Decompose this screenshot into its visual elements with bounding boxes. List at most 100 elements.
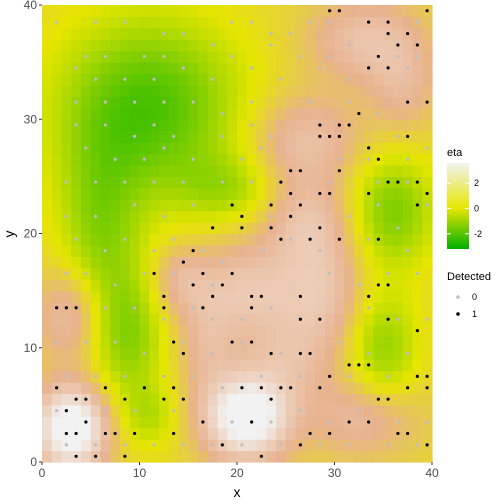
raster-cell bbox=[393, 16, 404, 29]
raster-cell bbox=[120, 267, 131, 280]
raster-cell bbox=[227, 302, 238, 315]
raster-cell bbox=[334, 427, 345, 440]
raster-cell bbox=[402, 50, 414, 63]
raster-cell bbox=[276, 279, 287, 292]
raster-cell bbox=[110, 187, 121, 200]
raster-cell bbox=[383, 347, 394, 360]
raster-cell bbox=[120, 382, 131, 395]
raster-cell bbox=[198, 427, 209, 440]
point-detected-1 bbox=[357, 363, 361, 367]
raster-cell bbox=[246, 153, 258, 166]
raster-cell bbox=[61, 450, 72, 463]
point-detected-0 bbox=[230, 20, 234, 24]
raster-cell bbox=[120, 27, 131, 40]
raster-cell bbox=[276, 324, 287, 337]
raster-cell bbox=[110, 370, 121, 383]
y-tick-label: 10 bbox=[24, 341, 38, 355]
raster-cell bbox=[139, 416, 150, 429]
point-detected-0 bbox=[250, 100, 254, 104]
raster-cell bbox=[100, 393, 111, 406]
raster-cell bbox=[305, 336, 316, 349]
raster-cell bbox=[266, 5, 277, 18]
raster-cell bbox=[246, 107, 258, 120]
raster-cell bbox=[159, 176, 170, 189]
raster-cell bbox=[383, 324, 394, 337]
point-detected-1 bbox=[113, 431, 117, 436]
point-detected-1 bbox=[220, 283, 224, 287]
raster-cell bbox=[139, 450, 150, 463]
raster-cell bbox=[71, 359, 82, 372]
raster-cell bbox=[256, 416, 267, 429]
raster-cell bbox=[61, 153, 72, 166]
raster-cell bbox=[61, 187, 72, 200]
raster-cell bbox=[51, 210, 63, 223]
raster-cell bbox=[51, 279, 63, 292]
raster-cell bbox=[256, 153, 267, 166]
raster-cell bbox=[266, 62, 277, 75]
raster-cell bbox=[198, 313, 209, 326]
raster-cell bbox=[412, 62, 423, 75]
raster-cell bbox=[383, 5, 394, 18]
raster-cell bbox=[334, 96, 345, 109]
raster-cell bbox=[383, 130, 394, 143]
raster-cell bbox=[256, 267, 267, 280]
raster-cell bbox=[217, 199, 228, 212]
raster-cell bbox=[139, 27, 150, 40]
raster-cell bbox=[344, 347, 355, 360]
raster-cell bbox=[149, 450, 160, 463]
point-detected-1 bbox=[308, 237, 312, 241]
raster-cell bbox=[149, 347, 160, 360]
raster-cell bbox=[207, 27, 219, 40]
raster-cell bbox=[402, 439, 414, 452]
raster-cell bbox=[334, 439, 345, 452]
raster-cell bbox=[285, 370, 297, 383]
raster-cell bbox=[110, 233, 121, 246]
raster-cell bbox=[373, 359, 384, 372]
point-detected-1 bbox=[357, 111, 361, 116]
raster-cell bbox=[305, 324, 316, 337]
raster-cell bbox=[266, 370, 277, 383]
point-detected-1 bbox=[367, 146, 371, 150]
point-detected-0 bbox=[347, 100, 351, 104]
raster-cell bbox=[100, 5, 111, 18]
raster-cell bbox=[237, 347, 248, 360]
raster-cell bbox=[285, 153, 297, 166]
raster-cell bbox=[81, 176, 92, 189]
raster-cell bbox=[168, 210, 180, 223]
raster-cell bbox=[393, 107, 404, 120]
raster-cell bbox=[383, 336, 394, 349]
raster-cell bbox=[90, 164, 102, 177]
raster-cell bbox=[149, 370, 160, 383]
raster-cell bbox=[198, 439, 209, 452]
point-detected-0 bbox=[152, 443, 156, 447]
raster-cell bbox=[354, 153, 365, 166]
point-detected-1 bbox=[298, 169, 302, 173]
raster-cell bbox=[139, 16, 150, 29]
point-detected-0 bbox=[64, 180, 68, 184]
raster-cell bbox=[266, 73, 277, 86]
point-detected-0 bbox=[318, 443, 322, 447]
point-detected-0 bbox=[406, 66, 410, 70]
raster-cell bbox=[139, 336, 150, 349]
raster-cell bbox=[402, 107, 414, 120]
raster-cell bbox=[402, 39, 414, 52]
raster-cell bbox=[305, 370, 316, 383]
raster-cell bbox=[383, 84, 394, 97]
raster-cell bbox=[71, 39, 82, 52]
raster-cell bbox=[217, 222, 228, 235]
point-detected-0 bbox=[318, 66, 322, 70]
raster-cell bbox=[168, 370, 180, 383]
raster-cell bbox=[227, 119, 238, 132]
raster-cell bbox=[129, 347, 141, 360]
point-detected-0 bbox=[367, 351, 371, 356]
raster-cell bbox=[61, 16, 72, 29]
raster-cell bbox=[276, 313, 287, 326]
raster-cell bbox=[51, 27, 63, 40]
raster-cell bbox=[217, 210, 228, 223]
raster-cell bbox=[120, 5, 131, 18]
raster-cell bbox=[295, 130, 306, 143]
raster-cell bbox=[276, 256, 287, 269]
raster-cell bbox=[354, 199, 365, 212]
raster-cell bbox=[383, 222, 394, 235]
raster-cell bbox=[129, 267, 141, 280]
